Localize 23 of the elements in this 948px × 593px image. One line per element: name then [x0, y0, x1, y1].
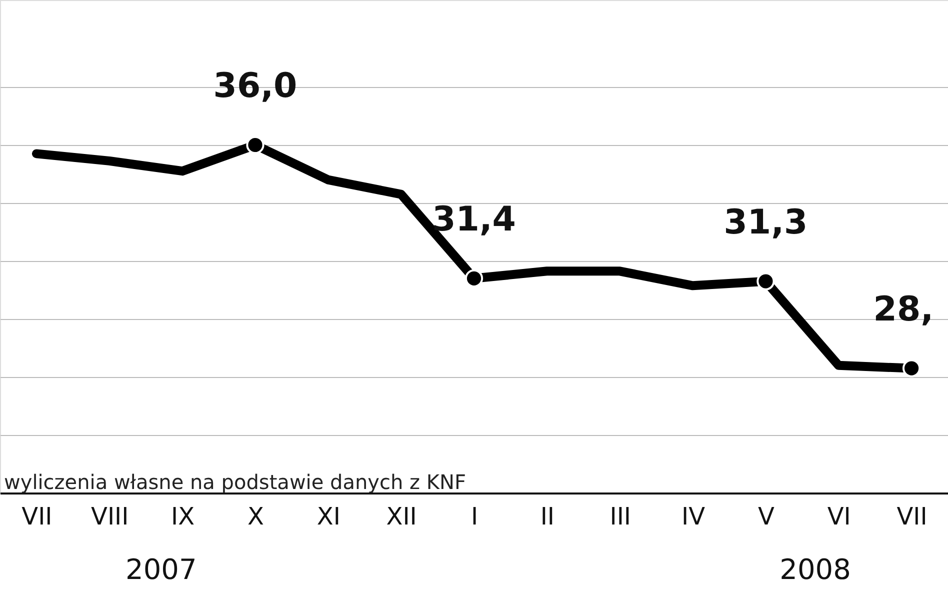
point [464, 269, 484, 288]
x-tick-label: II [540, 502, 554, 530]
text: 2008 [780, 553, 851, 586]
x-tick-label: V [758, 502, 775, 530]
x-tick-label: VII [896, 502, 928, 530]
data-label: 36,0 [213, 66, 298, 106]
x-tick-label: XI [316, 502, 340, 530]
x-tick-label: I [470, 502, 478, 530]
x-tick-label: IX [171, 502, 195, 530]
x-tick-label: IV [682, 502, 706, 530]
data-label: 31,4 [432, 199, 516, 240]
annotation: wyliczenia własne na podstawie danych z KNF [4, 470, 466, 494]
data-label: 28, [873, 289, 934, 330]
x-tick-label: III [610, 502, 631, 530]
point [902, 359, 921, 378]
point [756, 272, 775, 290]
x-tick-label: VIII [91, 502, 129, 530]
x-tick-label: VI [827, 502, 851, 530]
text: 2007 [126, 553, 197, 586]
x-tick-label: VII [22, 502, 52, 530]
x-tick-label: XII [386, 502, 417, 530]
data-label: 31,3 [724, 202, 808, 242]
x-tick-label: X [248, 502, 264, 530]
